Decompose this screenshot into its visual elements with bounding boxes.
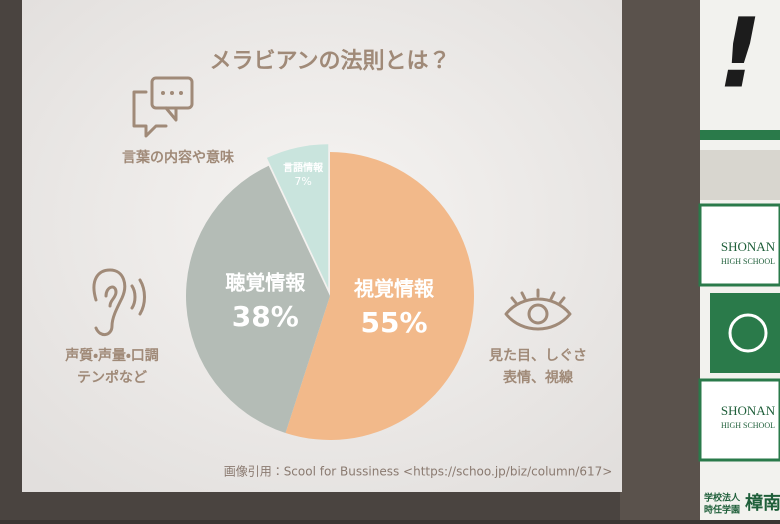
sign-panel-sub: HIGH SCHOOL: [721, 257, 775, 266]
pie-slice: [186, 165, 330, 433]
annotation: テンポなど: [77, 369, 147, 386]
speech-dots: [161, 91, 183, 95]
sign-school: 樟南: [745, 492, 780, 514]
sign-footer: 時任学園: [704, 504, 740, 516]
sign-emblem: [710, 293, 780, 373]
sign-mark: !: [718, 0, 762, 109]
chart-title: メラビアンの法則とは？: [209, 49, 450, 74]
sign-emblem-logo: [728, 313, 768, 353]
ear-icon: [92, 268, 146, 336]
value-label: 55%: [360, 306, 427, 339]
sign-panel-sub: HIGH SCHOOL: [721, 421, 775, 430]
annotation: 声質・声量・口調: [64, 347, 159, 364]
sign-panel-name: SHONAN: [721, 403, 776, 418]
sign-banner: [700, 150, 780, 200]
pie-slice: [266, 144, 329, 289]
eye-icon: [504, 288, 572, 331]
annotation: 見た目、しぐさ: [488, 348, 587, 364]
slice-label: 言語情報: [283, 161, 324, 174]
slice-label: 聴覚情報: [225, 271, 306, 295]
annotation: 言葉の内容や意味: [122, 149, 234, 166]
slice-label: 視覚情報: [353, 277, 435, 301]
sign-footer: 学校法人: [704, 492, 741, 504]
source: 画像引用：Scool for Bussiness <https://schoo.…: [224, 465, 613, 479]
sign-panel-name: SHONAN: [721, 239, 776, 254]
value-label: 38%: [232, 300, 299, 333]
sign-stripe: [700, 130, 780, 140]
sign-panel: [698, 203, 780, 287]
wall-shadow: [620, 0, 700, 520]
value-label: 7%: [294, 175, 311, 188]
speech-icon: [132, 76, 194, 138]
pie-slice: [285, 152, 474, 441]
annotation: 表情、視線: [502, 369, 574, 386]
sign-panel: [698, 378, 780, 462]
